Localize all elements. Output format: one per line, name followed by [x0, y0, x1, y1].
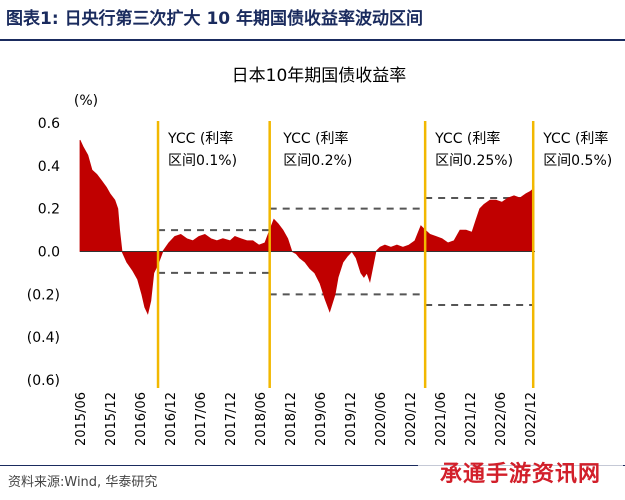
x-tick-label: 2018/12: [284, 392, 299, 446]
figure-title-text: 日央行第三次扩大 10 年期国债收益率波动区间: [64, 9, 424, 29]
ycc-annotation: YCC (利率: [167, 130, 233, 147]
y-tick-label: 0.6: [38, 116, 60, 132]
x-tick-label: 2016/06: [134, 392, 149, 446]
y-tick-label: (0.2): [27, 287, 60, 303]
x-tick-label: 2022/06: [494, 392, 509, 446]
y-tick-label: 0.2: [38, 202, 60, 218]
ycc-annotation: YCC (利率: [434, 130, 500, 147]
yield-area-series: [79, 139, 535, 315]
y-tick-label: 0.0: [38, 245, 60, 261]
x-tick-label: 2019/12: [344, 392, 359, 446]
ycc-annotation: YCC (利率: [542, 130, 608, 147]
x-tick-label: 2015/12: [104, 392, 119, 446]
x-tick-label: 2019/06: [314, 392, 329, 446]
y-tick-label: (0.4): [27, 330, 60, 346]
ycc-annotation: 区间0.2%): [283, 153, 352, 169]
source-note: 资料来源:Wind, 华泰研究: [8, 475, 158, 490]
footer-divider: [0, 465, 625, 466]
figure-title: 图表1: 日央行第三次扩大 10 年期国债收益率波动区间: [6, 4, 616, 34]
yield-chart: 日本10年期国债收益率 (%) 0.6 0.4 0.2 0.0 (0.2) (0.4) (0…: [27, 66, 612, 446]
ycc-annotation: YCC (利率: [282, 130, 348, 147]
ycc-annotation: 区间0.25%): [435, 153, 513, 169]
x-tick-label: 2021/06: [434, 392, 449, 446]
ycc-annotation: 区间0.5%): [543, 153, 612, 169]
chart-title: 日本10年期国债收益率: [232, 66, 407, 86]
x-tick-label: 2017/06: [194, 392, 209, 446]
x-tick-label: 2022/12: [524, 392, 539, 446]
x-tick-label: 2021/12: [464, 392, 479, 446]
x-tick-label: 2018/06: [254, 392, 269, 446]
x-tick-label: 2020/12: [404, 392, 419, 446]
x-tick-label: 2020/06: [374, 392, 389, 446]
title-divider: [0, 39, 625, 41]
x-tick-label: 2017/12: [224, 392, 239, 446]
watermark: 承通手游资讯网: [418, 456, 623, 494]
y-tick-label: 0.4: [38, 159, 60, 175]
y-axis-label: (%): [74, 93, 98, 109]
figure-label: 图表1:: [6, 9, 59, 29]
ycc-annotation: 区间0.1%): [168, 153, 237, 169]
y-tick-label: (0.6): [27, 373, 60, 389]
x-tick-label: 2015/06: [74, 392, 89, 446]
x-tick-label: 2016/12: [164, 392, 179, 446]
